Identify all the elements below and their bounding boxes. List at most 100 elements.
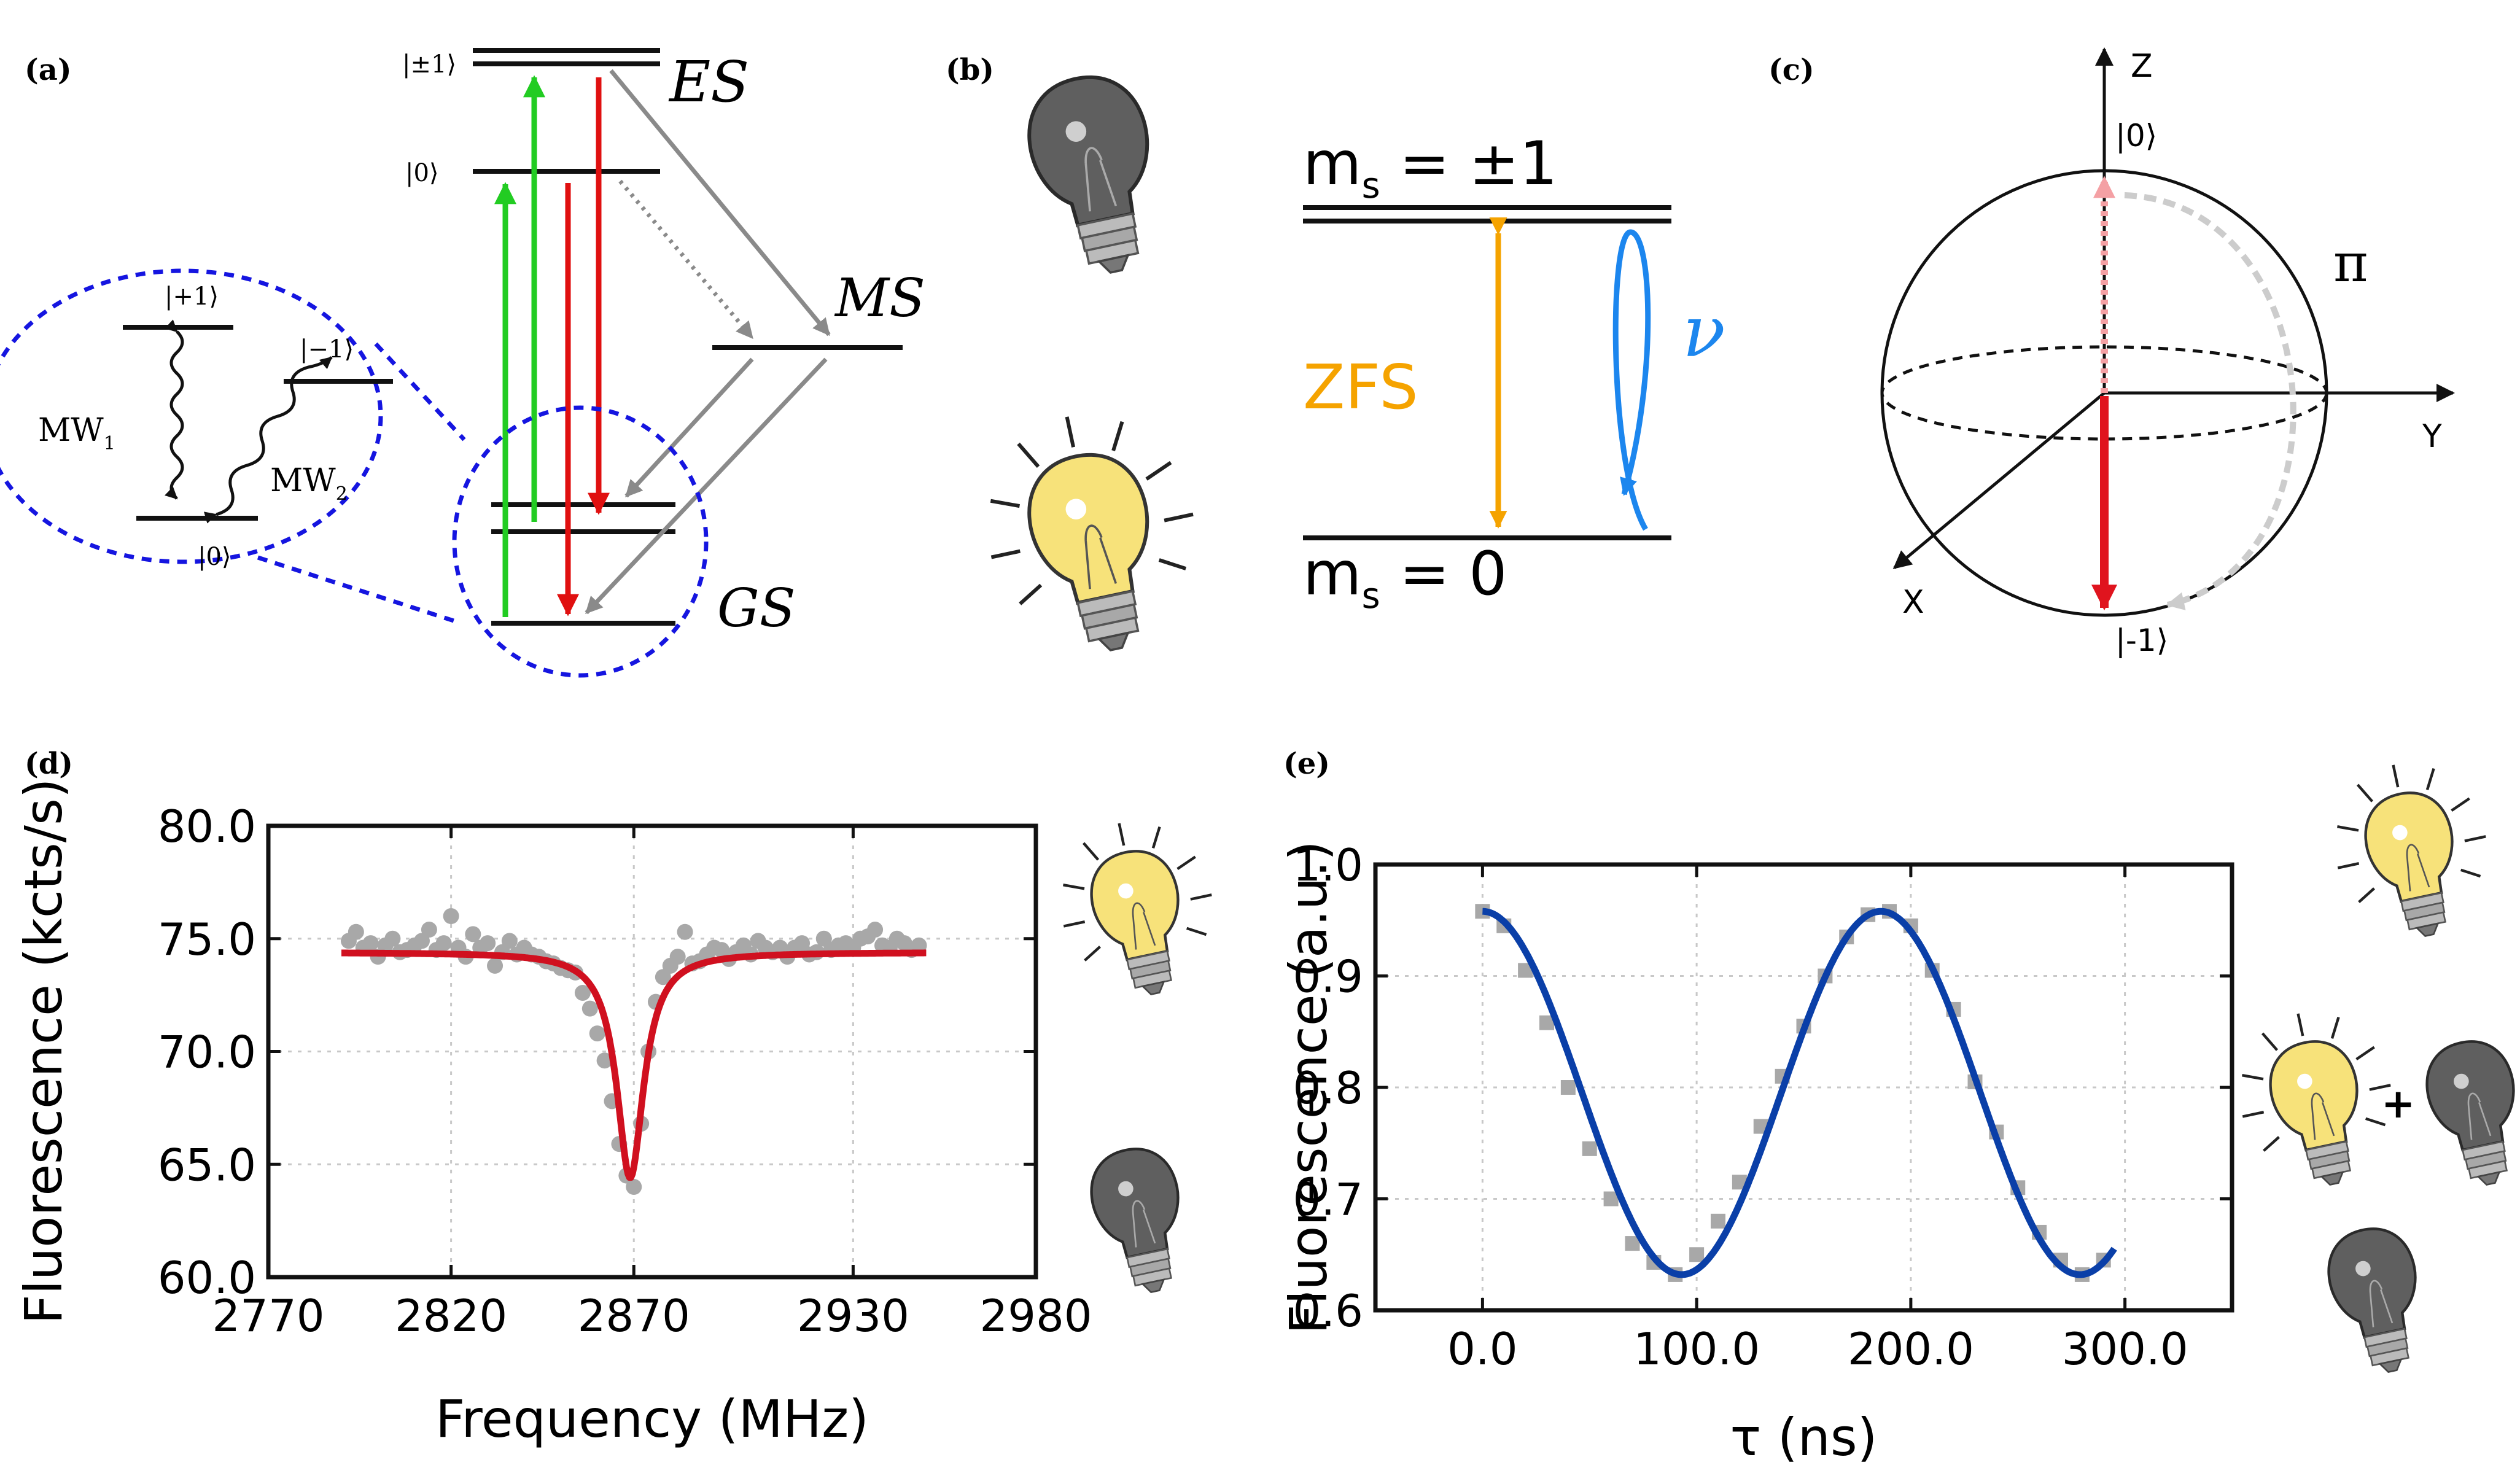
data-point — [794, 935, 811, 952]
data-point — [581, 1000, 598, 1017]
bulb-on-icon — [966, 395, 1217, 670]
y-tick-label: 80.0 — [158, 801, 256, 852]
fit-line — [1480, 908, 2117, 1278]
data-point — [677, 923, 693, 940]
data-point — [867, 922, 884, 938]
rotation-path — [2124, 192, 2296, 610]
es-0-state: |0⟩ — [405, 159, 439, 187]
panel-a: (a) |±1⟩ |0⟩ ES MS GS |+1⟩ |−1⟩ — [0, 48, 925, 678]
es-label: ES — [668, 49, 749, 115]
data-point — [596, 1052, 613, 1069]
x-tick-label: 2820 — [395, 1290, 507, 1342]
x-tick-label: 2870 — [578, 1290, 690, 1342]
ms-0-label: ms = 0 — [1303, 539, 1507, 616]
bulb-on-icon — [2224, 998, 2408, 1199]
x-tick-label: 200.0 — [1848, 1323, 1974, 1375]
inset-state-p1: |+1⟩ — [165, 282, 219, 311]
y-tick-label: 60.0 — [158, 1252, 256, 1304]
inset-outline — [0, 268, 383, 564]
ms-pm1-label: ms = ±1 — [1303, 129, 1558, 206]
nu-label: ν — [1682, 291, 1725, 373]
bulb-off-icon — [2320, 1221, 2434, 1380]
data-point — [348, 923, 364, 940]
panel-b-label: (b) — [946, 53, 994, 87]
y-tick-label: 0.7 — [1293, 1174, 1363, 1226]
bulb-off-icon — [1018, 67, 1173, 284]
data-point — [435, 935, 452, 952]
bulb-off-icon — [2419, 1034, 2520, 1193]
data-point — [1689, 1247, 1705, 1262]
data-point — [443, 908, 459, 924]
x-axis — [1892, 392, 2106, 569]
ms-label: MS — [834, 268, 925, 329]
data-point — [480, 935, 496, 952]
panel-d: (d) 2770 2820 2870 2930 2980 60.0 65.0 70.0 75.0… — [14, 747, 1229, 1449]
data-point — [465, 926, 481, 942]
x-tick-label: 100.0 — [1633, 1323, 1760, 1375]
chart-d: 2770 2820 2870 2930 2980 60.0 65.0 70.0 75.0 80.0… — [14, 778, 1092, 1449]
fit-line — [339, 949, 928, 1181]
state-0-label: |0⟩ — [2115, 118, 2157, 154]
mw1-arrow — [165, 319, 184, 500]
x-tick-label: 2980 — [979, 1290, 1092, 1342]
x-tick-label: 300.0 — [2062, 1323, 2188, 1375]
data-point — [501, 933, 518, 949]
data-point — [421, 922, 437, 938]
y-axis-label: Y — [2422, 418, 2442, 455]
y-tick-label: 0.9 — [1293, 951, 1363, 1003]
state-m1-label: |-1⟩ — [2115, 623, 2168, 658]
data-point — [1560, 1080, 1576, 1095]
z-axis-label: Z — [2131, 48, 2153, 85]
data-point — [655, 969, 671, 985]
gs-highlight-outline — [452, 405, 709, 678]
bulb-on-icon — [1045, 807, 1229, 1009]
data-point — [1711, 1213, 1725, 1229]
ms-to-gs-pm1-arrow — [624, 357, 754, 498]
es-pm1-state: |±1⟩ — [402, 50, 456, 79]
x-tick-label: 2930 — [797, 1290, 909, 1342]
nu-loop-arrow — [1612, 229, 1651, 531]
zfs-label: ZFS — [1303, 351, 1418, 423]
data-point — [626, 1179, 642, 1195]
y-tick-label: 65.0 — [158, 1139, 256, 1191]
data-point — [669, 949, 686, 965]
panel-b: (b) ms = ±1 ms = 0 ZFS ν — [946, 53, 1725, 670]
x-axis-label: τ (ns) — [1730, 1407, 1878, 1467]
pi-label: π — [2333, 233, 2368, 294]
mw2-arrow — [203, 356, 333, 524]
y-tick-label: 75.0 — [158, 914, 256, 965]
y-tick-label: 70.0 — [158, 1027, 256, 1078]
panel-c-label: (c) — [1768, 53, 1814, 87]
data-point — [384, 930, 401, 947]
data-point — [414, 933, 430, 949]
zoom-line-upper — [374, 342, 466, 441]
panel-e-label: (e) — [1283, 747, 1330, 781]
y-axis-label: Fluorescence (a.u.) — [1278, 841, 1339, 1334]
gs-label: GS — [717, 578, 796, 639]
panel-c: (c) Z Y X |0⟩ |-1⟩ π — [1768, 47, 2455, 658]
data-point — [1582, 1141, 1597, 1156]
data-point — [574, 984, 591, 1001]
x-axis-label: X — [1902, 584, 1924, 621]
bulb-on-icon — [2319, 749, 2503, 950]
inset-state-0: |0⟩ — [198, 543, 231, 571]
mw2-label: MW2 — [270, 462, 348, 505]
data-point — [589, 1025, 605, 1042]
bulb-off-icon — [1083, 1141, 1197, 1300]
panel-e: (e) 0.0 100.0 200.0 300.0 0.6 0.7 0.8 0.9 1.0 τ (… — [1278, 747, 2520, 1467]
y-axis-label: Fluorescence (kcts/s) — [14, 778, 74, 1324]
x-tick-label: 2770 — [212, 1290, 324, 1342]
isc-arrow-weak — [618, 179, 754, 340]
mw1-label: MW1 — [38, 412, 115, 454]
data-point — [911, 937, 927, 954]
y-tick-label: 0.8 — [1293, 1062, 1363, 1114]
isc-arrow-strong — [609, 69, 831, 336]
data-point — [487, 957, 504, 974]
x-tick-label: 0.0 — [1447, 1323, 1518, 1375]
y-tick-label: 0.6 — [1293, 1285, 1363, 1337]
zoom-line-lower — [257, 555, 457, 624]
y-tick-label: 1.0 — [1293, 839, 1363, 891]
data-point — [362, 935, 379, 952]
panel-d-label: (d) — [25, 747, 73, 781]
